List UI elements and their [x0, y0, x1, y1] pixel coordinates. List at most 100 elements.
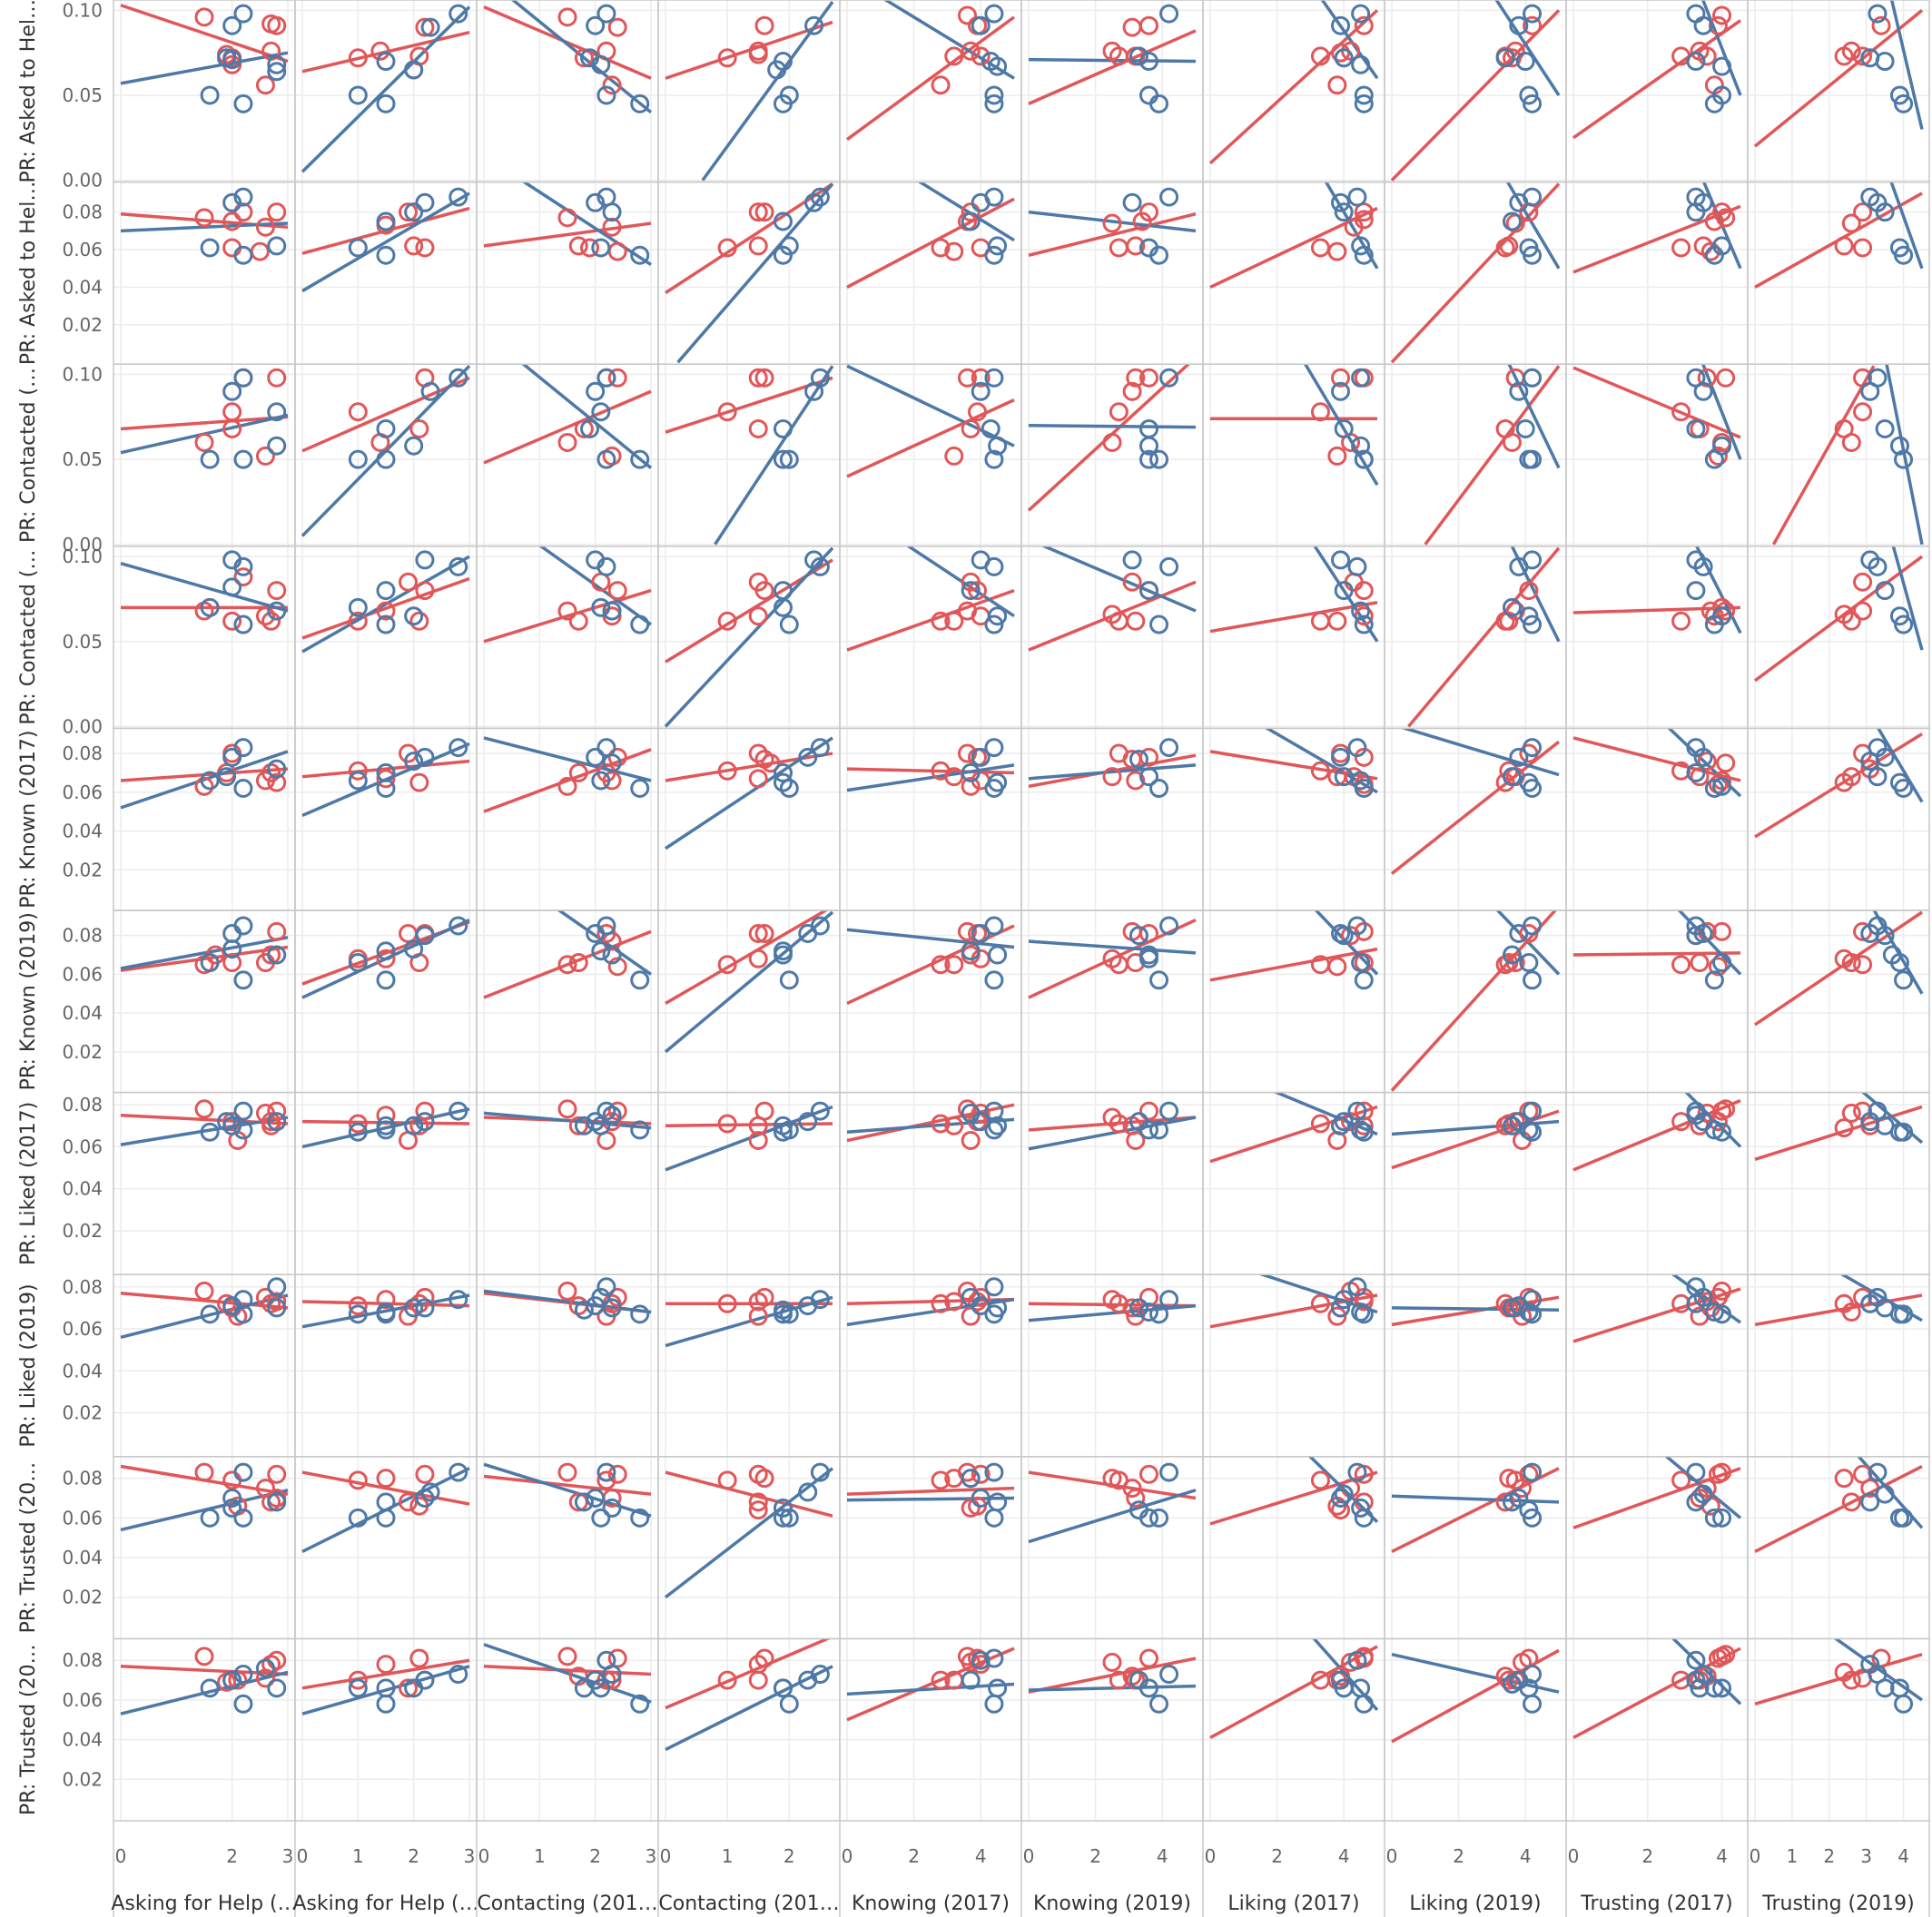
blue-trend-line [301, 555, 470, 654]
x-tick-label: 2 [1823, 1845, 1835, 1867]
cell-r6-c9 [1748, 1092, 1929, 1275]
blue-point [1889, 436, 1909, 456]
blue-point [415, 1298, 435, 1318]
red-point [1697, 368, 1717, 388]
blue-point [1331, 1488, 1351, 1508]
blue-point [961, 211, 981, 231]
blue-point [810, 187, 830, 207]
red-point [1716, 753, 1736, 773]
red-point [267, 1464, 287, 1484]
red-point [1853, 46, 1873, 66]
red-point [222, 418, 242, 438]
red-point [717, 761, 737, 781]
blue-point [1889, 85, 1909, 105]
blue-point [1351, 436, 1371, 456]
red-point [1138, 1287, 1158, 1307]
blue-point [984, 1462, 1004, 1482]
blue-trend-line [1889, 0, 1924, 130]
red-point [1841, 1103, 1861, 1123]
blue-point [1712, 85, 1732, 105]
blue-point [404, 436, 424, 456]
blue-point [1860, 48, 1880, 68]
blue-point [1523, 4, 1543, 24]
red-point [748, 236, 768, 256]
red-point [748, 1492, 768, 1512]
blue-point [773, 581, 793, 601]
cell-r3-c7 [1385, 546, 1566, 729]
cell-r1-c5 [1021, 182, 1203, 365]
y-tick-label: 0.05 [62, 84, 103, 106]
cell-r0-c9 [1748, 0, 1929, 182]
blue-point [233, 1304, 253, 1324]
column-label: Knowing (2017) [852, 1892, 1010, 1915]
blue-point [1704, 1508, 1724, 1528]
red-point [607, 368, 627, 388]
blue-point [988, 1298, 1008, 1318]
red-point [194, 1462, 214, 1482]
red-trend-line [1572, 736, 1741, 782]
y-tick-label: 0.08 [62, 742, 103, 764]
row-label: PR: Liked (2017) [17, 1102, 40, 1265]
blue-point [1693, 15, 1713, 35]
blue-point [1351, 368, 1371, 388]
red-point [1354, 15, 1374, 35]
blue-point [233, 1462, 253, 1482]
blue-point [1875, 1678, 1895, 1698]
blue-point [961, 1670, 981, 1690]
blue-point [348, 238, 368, 258]
red-point [1716, 1645, 1736, 1665]
y-tick-label: 0.06 [62, 1507, 103, 1529]
cell-r3-c1 [295, 546, 477, 729]
red-point [971, 1103, 991, 1123]
y-tick-label: 0.00 [62, 534, 103, 555]
red-point [1712, 1462, 1732, 1482]
blue-trend-line [846, 763, 1015, 792]
blue-point [233, 1508, 253, 1528]
blue-point [1690, 1678, 1710, 1698]
blue-point [1159, 916, 1179, 936]
blue-point [1334, 418, 1354, 438]
blue-point [1351, 953, 1371, 973]
y-tick-label: 0.08 [62, 1468, 103, 1489]
red-point [194, 1647, 214, 1666]
red-point [1871, 15, 1891, 35]
blue-point [630, 614, 650, 634]
red-point [1708, 957, 1728, 977]
x-tick-label: 3 [1860, 1845, 1872, 1867]
blue-trend-line [905, 546, 1015, 618]
red-point [1122, 17, 1142, 37]
blue-point [1860, 1492, 1880, 1512]
column-label: Asking for Help (… [292, 1892, 478, 1915]
blue-point [1149, 1120, 1169, 1140]
blue-point [1502, 597, 1522, 617]
cell-r8-c3 [658, 1456, 840, 1639]
red-trend-line [665, 376, 833, 434]
red-point [748, 418, 768, 438]
red-point [1102, 1652, 1122, 1672]
blue-point [376, 762, 396, 782]
column-label: Knowing (2019) [1033, 1892, 1191, 1915]
blue-point [1122, 192, 1142, 212]
cell-r0-c7 [1385, 0, 1566, 182]
blue-point [630, 93, 650, 113]
x-tick-label: 2 [589, 1845, 601, 1867]
red-point [754, 202, 774, 222]
cell-r4-c3 [658, 728, 840, 910]
red-point [1671, 955, 1691, 975]
blue-point [984, 245, 1004, 265]
cell-r8-c6 [1203, 1456, 1385, 1639]
red-point [1853, 238, 1873, 258]
row-label: PR: Asked to Hel… [17, 0, 40, 183]
blue-point [1712, 1122, 1732, 1142]
x-tick-label: 2 [908, 1845, 920, 1867]
blue-point [773, 762, 793, 782]
blue-point [1334, 202, 1354, 222]
blue-point [1509, 381, 1529, 401]
blue-point [233, 916, 253, 936]
red-point [1327, 611, 1347, 631]
blue-point [222, 747, 242, 767]
red-point [961, 202, 981, 222]
blue-point [1860, 1655, 1880, 1675]
blue-point [1347, 1101, 1367, 1121]
blue-point [779, 614, 799, 634]
